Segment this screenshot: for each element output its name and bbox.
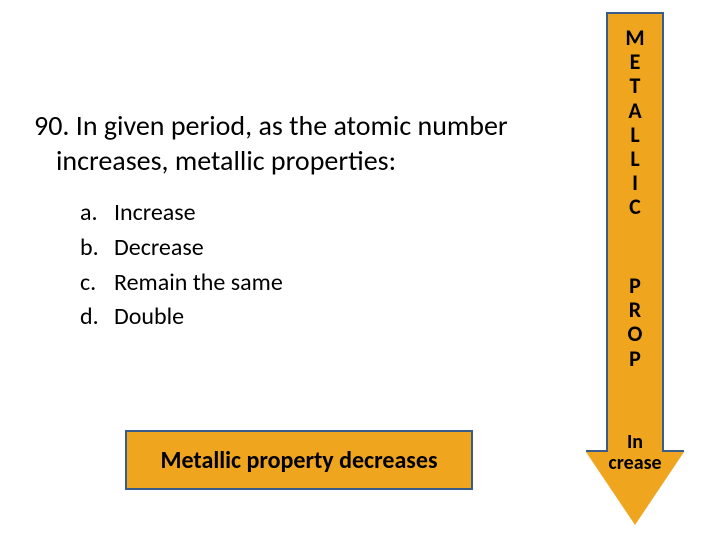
answer-text: Metallic property decreases	[160, 446, 437, 475]
arrow-label-bottom: In crease	[586, 432, 684, 474]
option-d: d. Double	[80, 300, 283, 335]
option-a: a. Increase	[80, 196, 283, 231]
option-label: b.	[80, 231, 114, 266]
down-arrow: METALLIC PROP In crease	[586, 12, 684, 525]
question-line-2: increases, metallic properties:	[34, 143, 579, 178]
answer-callout: Metallic property decreases	[125, 430, 473, 490]
option-text: Double	[114, 300, 184, 335]
option-label: c.	[80, 266, 114, 301]
question-line-1: 90. In given period, as the atomic numbe…	[34, 108, 579, 143]
option-text: Decrease	[114, 231, 204, 266]
option-label: d.	[80, 300, 114, 335]
option-c: c. Remain the same	[80, 266, 283, 301]
option-text: Increase	[114, 196, 196, 231]
arrow-bottom-line1: In	[586, 432, 684, 453]
question-block: 90. In given period, as the atomic numbe…	[34, 108, 579, 178]
arrow-label-mid: PROP	[610, 274, 660, 371]
options-list: a. Increase b. Decrease c. Remain the sa…	[80, 196, 283, 335]
slide: 90. In given period, as the atomic numbe…	[0, 0, 720, 540]
option-b: b. Decrease	[80, 231, 283, 266]
arrow-bottom-line2: crease	[586, 453, 684, 474]
option-text: Remain the same	[114, 266, 283, 301]
option-label: a.	[80, 196, 114, 231]
arrow-label-top: METALLIC	[610, 26, 660, 220]
